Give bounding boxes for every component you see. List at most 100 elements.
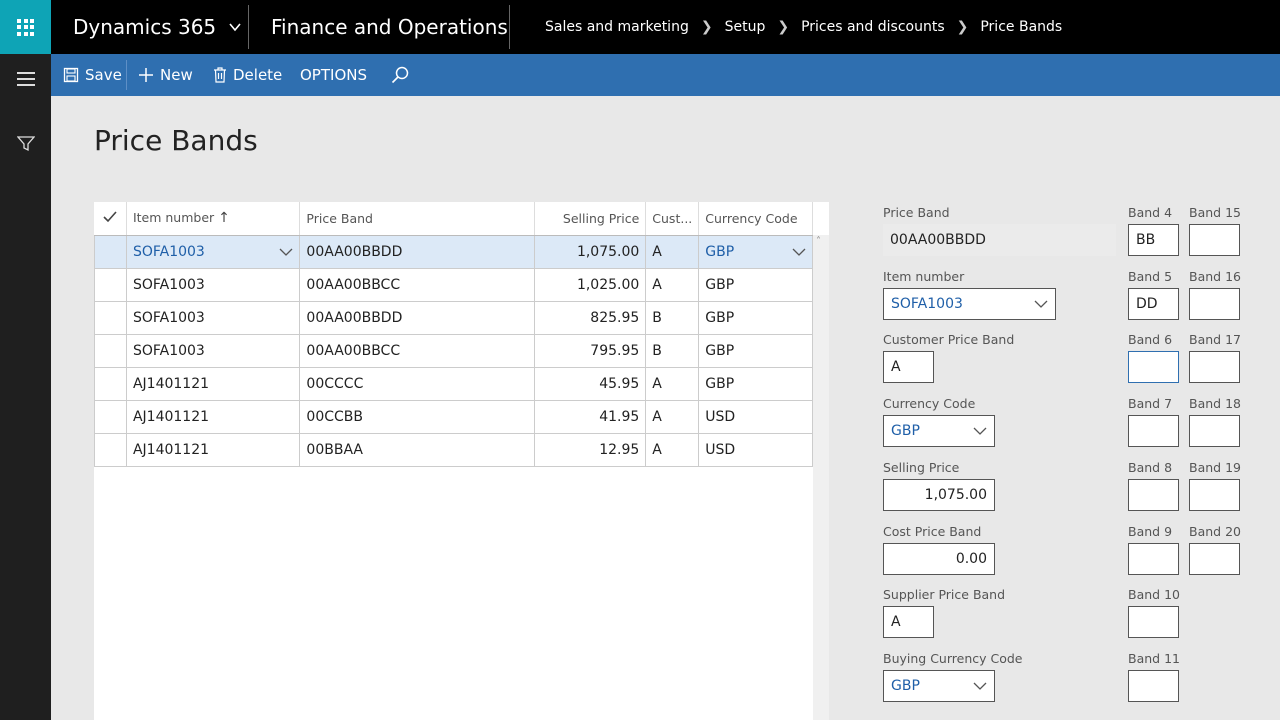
item-number-cell[interactable]: SOFA1003: [126, 267, 301, 302]
selling-price-cell[interactable]: 825.95: [534, 300, 647, 335]
customer-band-cell[interactable]: A: [645, 366, 700, 401]
chevron-down-icon[interactable]: [792, 247, 806, 257]
breadcrumb-item[interactable]: Prices and discounts: [801, 19, 945, 35]
currency-code-cell[interactable]: GBP: [698, 234, 813, 269]
buying-currency-code-label: Buying Currency Code: [883, 651, 1023, 666]
row-selector[interactable]: [94, 333, 127, 368]
price-band-cell[interactable]: 00AA00BBCC: [299, 333, 535, 368]
breadcrumb-item[interactable]: Setup: [724, 19, 766, 35]
table-row[interactable]: SOFA1003 00AA00BBDD 825.95 B GBP: [94, 300, 813, 335]
column-header-selling-price[interactable]: Selling Price: [534, 202, 647, 236]
currency-code-cell[interactable]: GBP: [698, 267, 813, 302]
selling-price-cell[interactable]: 1,075.00: [534, 234, 647, 269]
customer-price-band-field[interactable]: A: [883, 351, 934, 383]
breadcrumb-item[interactable]: Sales and marketing: [545, 19, 689, 35]
customer-band-cell[interactable]: B: [645, 333, 700, 368]
band-19-field[interactable]: [1189, 479, 1240, 511]
band-9-field[interactable]: [1128, 543, 1179, 575]
module-name[interactable]: Finance and Operations: [271, 15, 508, 39]
item-number-cell[interactable]: AJ1401121: [126, 399, 301, 434]
table-row[interactable]: AJ1401121 00CCBB 41.95 A USD: [94, 399, 813, 434]
band-4-field[interactable]: BB: [1128, 224, 1179, 256]
filter-icon[interactable]: [17, 136, 35, 152]
band-11-field[interactable]: [1128, 670, 1179, 702]
search-button[interactable]: [391, 54, 415, 96]
scroll-up-icon[interactable]: ˄: [816, 236, 821, 247]
row-selector[interactable]: [94, 300, 127, 335]
table-row[interactable]: SOFA1003 00AA00BBCC 795.95 B GBP: [94, 333, 813, 368]
row-selector[interactable]: [94, 234, 127, 269]
band-18-field[interactable]: [1189, 415, 1240, 447]
price-band-cell[interactable]: 00CCBB: [299, 399, 535, 434]
app-switcher[interactable]: Dynamics 365: [73, 0, 242, 54]
customer-band-cell[interactable]: B: [645, 300, 700, 335]
column-header-item-number[interactable]: Item number ↑: [126, 202, 301, 236]
table-row[interactable]: AJ1401121 00CCCC 45.95 A GBP: [94, 366, 813, 401]
currency-code-cell[interactable]: USD: [698, 399, 813, 434]
item-number-cell[interactable]: SOFA1003: [126, 333, 301, 368]
top-navigation-bar: Dynamics 365 Finance and Operations Sale…: [0, 0, 1280, 54]
band-20-field[interactable]: [1189, 543, 1240, 575]
price-band-cell[interactable]: 00CCCC: [299, 366, 535, 401]
customer-band-cell[interactable]: A: [645, 432, 700, 467]
item-number-cell[interactable]: AJ1401121: [126, 432, 301, 467]
table-row[interactable]: AJ1401121 00BBAA 12.95 A USD: [94, 432, 813, 467]
price-band-cell[interactable]: 00AA00BBDD: [299, 300, 535, 335]
band-5-field[interactable]: DD: [1128, 288, 1179, 320]
currency-code-cell[interactable]: GBP: [698, 300, 813, 335]
band-8-field[interactable]: [1128, 479, 1179, 511]
currency-code-cell[interactable]: GBP: [698, 333, 813, 368]
table-row[interactable]: SOFA1003 00AA00BBDD 1,075.00 A GBP: [94, 234, 813, 269]
customer-band-cell[interactable]: A: [645, 267, 700, 302]
row-selector[interactable]: [94, 432, 127, 467]
breadcrumb-item-current[interactable]: Price Bands: [980, 19, 1063, 35]
grid-scrollbar[interactable]: [813, 235, 829, 720]
supplier-price-band-label: Supplier Price Band: [883, 587, 1006, 602]
selling-price-cell[interactable]: 795.95: [534, 333, 647, 368]
row-selector[interactable]: [94, 267, 127, 302]
select-all-checkbox[interactable]: [94, 202, 127, 236]
selling-price-cell[interactable]: 12.95: [534, 432, 647, 467]
price-band-cell[interactable]: 00AA00BBCC: [299, 267, 535, 302]
price-band-field[interactable]: 00AA00BBDD: [883, 224, 1116, 256]
item-number-cell[interactable]: SOFA1003: [126, 234, 301, 269]
band-7-field[interactable]: [1128, 415, 1179, 447]
customer-band-cell[interactable]: A: [645, 234, 700, 269]
cost-price-band-label: Cost Price Band: [883, 524, 982, 539]
band-10-field[interactable]: [1128, 606, 1179, 638]
customer-band-cell[interactable]: A: [645, 399, 700, 434]
selling-price-field[interactable]: 1,075.00: [883, 479, 995, 511]
save-button[interactable]: Save: [63, 54, 122, 96]
price-band-cell[interactable]: 00BBAA: [299, 432, 535, 467]
item-number-dropdown[interactable]: SOFA1003: [883, 288, 1056, 320]
buying-currency-code-dropdown[interactable]: GBP: [883, 670, 995, 702]
currency-code-cell[interactable]: GBP: [698, 366, 813, 401]
hamburger-menu-icon[interactable]: [17, 72, 35, 90]
column-header-currency-code[interactable]: Currency Code: [698, 202, 813, 236]
item-number-cell[interactable]: SOFA1003: [126, 300, 301, 335]
selling-price-cell[interactable]: 1,025.00: [534, 267, 647, 302]
column-header-customer-band[interactable]: Cust...: [645, 202, 700, 236]
cost-price-band-field[interactable]: 0.00: [883, 543, 995, 575]
supplier-price-band-field[interactable]: A: [883, 606, 934, 638]
chevron-down-icon[interactable]: [279, 247, 293, 257]
band-16-field[interactable]: [1189, 288, 1240, 320]
app-launcher-button[interactable]: [0, 0, 51, 54]
delete-button[interactable]: Delete: [213, 54, 282, 96]
band-20-label: Band 20: [1189, 524, 1241, 539]
item-number-cell[interactable]: AJ1401121: [126, 366, 301, 401]
currency-code-cell[interactable]: USD: [698, 432, 813, 467]
price-band-cell[interactable]: 00AA00BBDD: [299, 234, 535, 269]
selling-price-cell[interactable]: 45.95: [534, 366, 647, 401]
table-row[interactable]: SOFA1003 00AA00BBCC 1,025.00 A GBP: [94, 267, 813, 302]
band-6-field[interactable]: [1128, 351, 1179, 383]
currency-code-dropdown[interactable]: GBP: [883, 415, 995, 447]
row-selector[interactable]: [94, 366, 127, 401]
band-15-field[interactable]: [1189, 224, 1240, 256]
selling-price-cell[interactable]: 41.95: [534, 399, 647, 434]
column-header-price-band[interactable]: Price Band: [299, 202, 535, 236]
band-17-field[interactable]: [1189, 351, 1240, 383]
options-button[interactable]: OPTIONS: [300, 66, 367, 84]
new-button[interactable]: New: [138, 54, 193, 96]
row-selector[interactable]: [94, 399, 127, 434]
